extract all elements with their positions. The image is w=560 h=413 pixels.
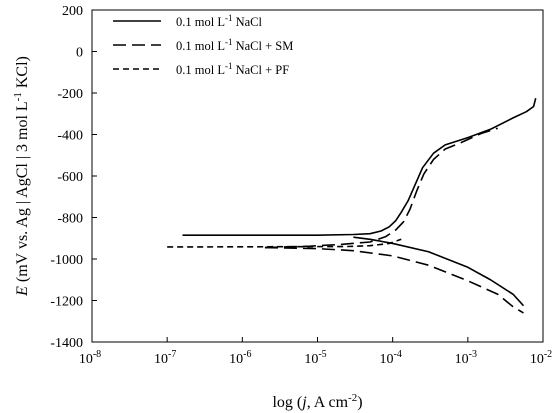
series-3-anodic-line (167, 238, 402, 248)
series-2-anodic-line (264, 127, 498, 249)
y-tick-label: -1200 (50, 295, 83, 310)
x-tick-label: 10-2 (530, 349, 552, 367)
series-2-cathodic-line (264, 246, 524, 314)
legend-label-3: 0.1 mol L-1 NaCl + PF (176, 61, 289, 77)
y-tick-label: -800 (57, 212, 83, 227)
x-tick-label: 10-7 (154, 349, 176, 367)
y-tick-label: -200 (57, 87, 83, 102)
legend-label-2: 0.1 mol L-1 NaCl + SM (176, 37, 293, 53)
y-tick-label: -1000 (50, 253, 83, 268)
y-tick-label: -400 (57, 129, 83, 144)
x-tick-label: 10-5 (304, 349, 326, 367)
legend-label-1: 0.1 mol L-1 NaCl (176, 13, 263, 29)
y-tick-label: 200 (62, 4, 83, 19)
plot-frame (91, 9, 544, 343)
y-tick-label: -1400 (50, 336, 83, 351)
y-tick-label: 0 (76, 46, 83, 61)
x-tick-label: 10-3 (455, 349, 477, 367)
series-1-anodic-line (182, 97, 537, 236)
x-axis-title: log (j, A cm-2) (272, 392, 362, 411)
legend: 0.1 mol L-1 NaCl 0.1 mol L-1 NaCl + SM 0.1… (113, 13, 293, 77)
x-tick-label: 10-6 (229, 349, 251, 367)
series-1-cathodic-line (353, 236, 525, 307)
x-tick-label: 10-8 (79, 349, 101, 367)
x-tick-label: 10-4 (379, 349, 401, 367)
y-axis-title: E (mV vs. Ag | AgCl | 3 mol L-1 KCl) (12, 56, 31, 297)
y-tick-label: -600 (57, 170, 83, 185)
plot-area (167, 97, 537, 314)
